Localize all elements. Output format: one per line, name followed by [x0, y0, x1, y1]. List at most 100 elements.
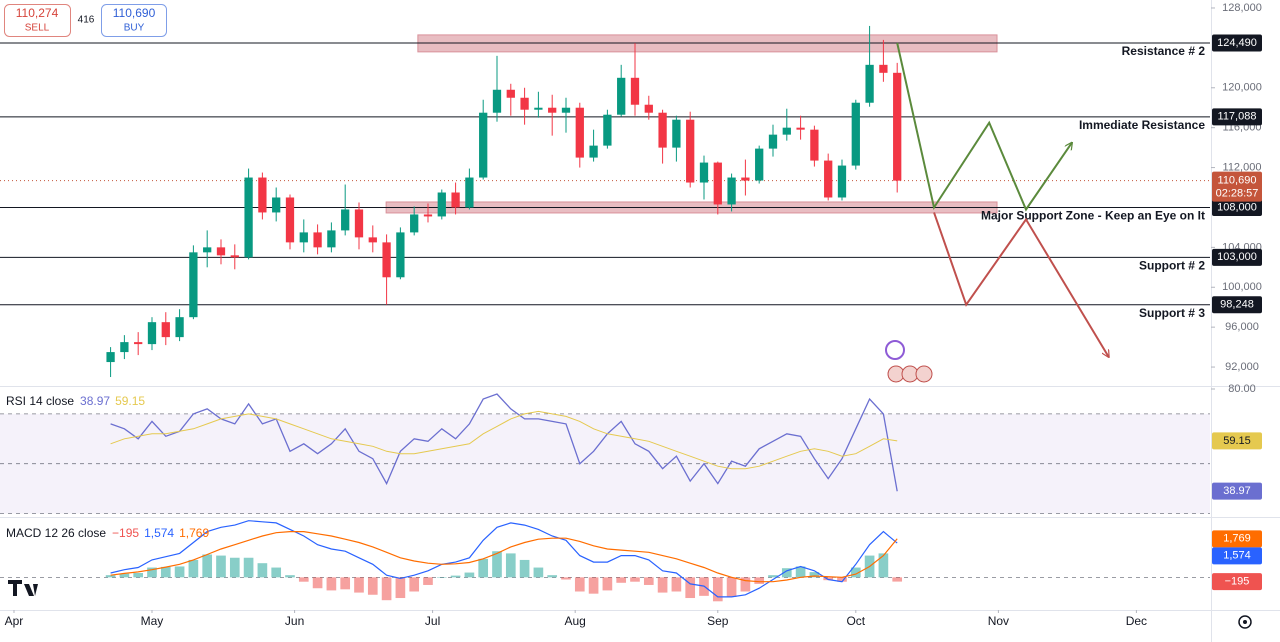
level-price-label: 117,088 — [1218, 111, 1257, 123]
candle-body — [644, 104, 653, 113]
settings-icon[interactable] — [1238, 615, 1252, 629]
indicator-value-label-box — [1212, 573, 1262, 591]
y-tick-label: 112,000 — [1223, 161, 1262, 173]
x-tick-label: Jul — [425, 614, 440, 628]
x-tick-label: Apr — [5, 614, 24, 628]
x-tick-label: Jun — [285, 614, 304, 628]
level-price-label-box — [1212, 248, 1262, 266]
trade-buttons: 110,274 SELL 416 110,690 BUY — [4, 4, 167, 37]
histogram-bar — [174, 566, 185, 578]
candle-body — [548, 107, 557, 113]
level-price-label: 124,490 — [1217, 37, 1257, 49]
candle-body — [658, 112, 667, 148]
sell-label: SELL — [25, 23, 50, 34]
candle-body — [147, 322, 157, 345]
x-tick-label: Nov — [988, 614, 1009, 628]
candle-body — [313, 232, 322, 248]
level-price-label-box — [1212, 296, 1262, 314]
indicator-title: RSI 14 close — [6, 394, 74, 408]
x-tick-label: Dec — [1126, 614, 1147, 628]
event-icons — [885, 340, 933, 383]
histogram-bar — [712, 577, 723, 602]
candle-body — [782, 127, 791, 135]
indicator-value-label: −195 — [1225, 575, 1250, 587]
legend-value: 1,769 — [179, 526, 209, 540]
histogram-bar — [768, 575, 778, 578]
candle-body — [672, 119, 681, 148]
candle-body — [327, 230, 336, 248]
candle-body — [465, 177, 474, 208]
candle-body — [879, 64, 888, 73]
level-price-label-box — [1212, 34, 1262, 52]
macd-line — [110, 520, 898, 598]
sell-button[interactable] — [4, 4, 71, 37]
candle-body — [851, 102, 860, 166]
histogram-bar — [740, 577, 751, 592]
candle-body — [230, 255, 239, 258]
histogram-bar — [616, 577, 627, 583]
logo[interactable] — [8, 580, 38, 596]
histogram-bar — [685, 577, 696, 599]
flag-icon[interactable] — [915, 365, 933, 383]
histogram-bar — [533, 567, 544, 578]
legend-value: 59.15 — [115, 394, 145, 408]
candle-body — [410, 214, 419, 233]
histogram-bar — [478, 558, 489, 578]
candle-body — [134, 342, 143, 345]
histogram-bar — [726, 577, 737, 597]
legend-value: 1,574 — [144, 526, 174, 540]
indicator-value-label: 38.97 — [1223, 485, 1251, 497]
candle-body — [699, 162, 709, 183]
candle-body — [437, 192, 446, 217]
indicator-value-label: 1,769 — [1223, 533, 1251, 545]
candle-body — [617, 77, 626, 115]
level-label: Resistance # 2 — [1122, 44, 1206, 58]
candle-body — [272, 197, 281, 213]
histogram-bar — [216, 555, 226, 578]
buy-price: 110,690 — [113, 6, 156, 20]
candle-body — [603, 114, 612, 146]
candle-body — [741, 177, 750, 181]
histogram-bar — [837, 577, 847, 582]
sell-price: 110,274 — [16, 6, 59, 20]
histogram-bar — [630, 577, 640, 582]
candle-body — [244, 177, 253, 258]
histogram-bar — [588, 577, 599, 594]
y-tick-label: 92,000 — [1225, 361, 1259, 373]
histogram-bar — [423, 577, 433, 585]
y-tick-label: 120,000 — [1222, 82, 1262, 94]
candle-body — [865, 64, 874, 103]
histogram-bar — [257, 563, 268, 578]
level-label: Support # 3 — [1139, 306, 1205, 320]
histogram-bar — [519, 559, 530, 578]
candle-body — [837, 165, 847, 198]
histogram-bar — [243, 557, 254, 578]
candle-body — [630, 77, 640, 105]
x-tick-label: Sep — [707, 614, 729, 628]
candle-body — [520, 97, 529, 110]
candle-body — [354, 209, 364, 238]
histogram-bar — [850, 567, 861, 578]
buy-button[interactable] — [101, 4, 167, 37]
level-price-label-box — [1212, 198, 1262, 216]
candle-body — [727, 177, 736, 205]
histogram-bar — [574, 577, 585, 592]
candle-body — [479, 112, 488, 178]
histogram-bar — [823, 577, 834, 581]
legend-value: −195 — [112, 526, 139, 540]
level-label: Major Support Zone - Keep an Eye on It — [981, 209, 1205, 223]
histogram-bar — [133, 572, 144, 578]
candle-body — [768, 134, 778, 149]
event-icon[interactable] — [885, 340, 905, 360]
histogram-bar — [105, 575, 116, 578]
y-tick-label: 96,000 — [1225, 321, 1259, 333]
candle-body — [796, 127, 805, 130]
indicator-line — [110, 393, 898, 492]
indicator-title: MACD 12 26 close — [6, 526, 106, 540]
histogram-bar — [878, 553, 889, 578]
indicator-value-label-box — [1212, 547, 1262, 565]
candle-body — [161, 322, 170, 338]
